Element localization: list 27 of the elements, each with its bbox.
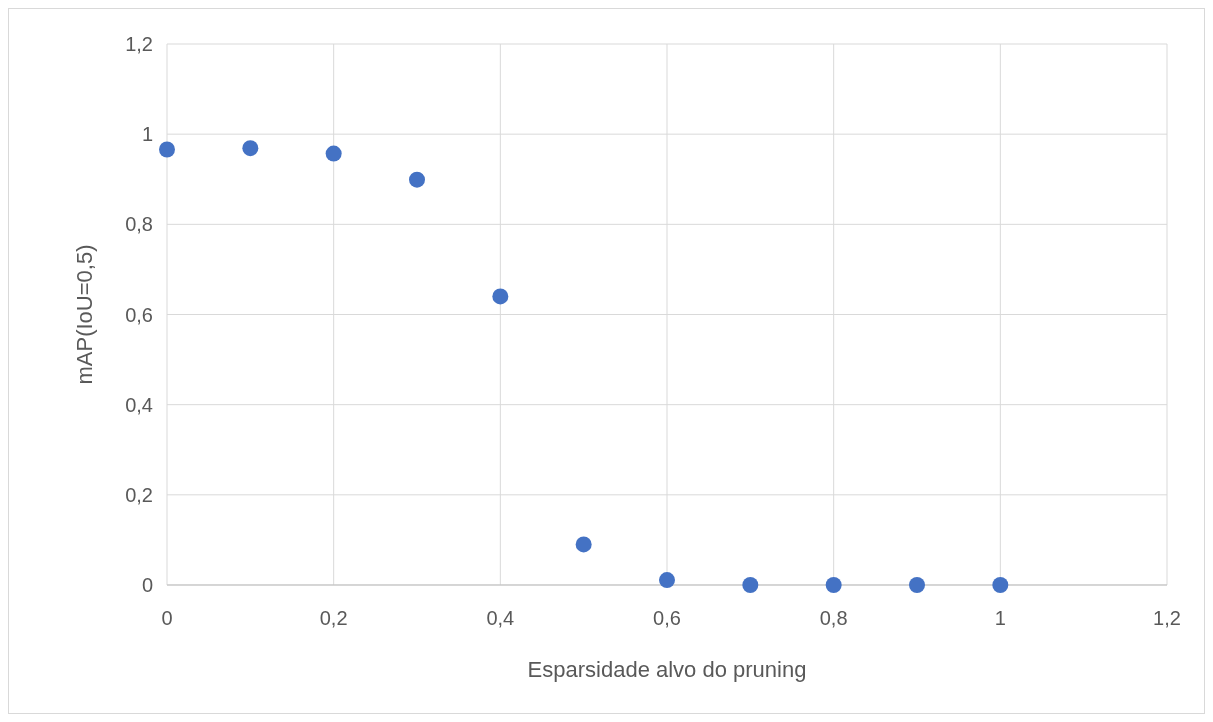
point [825, 577, 842, 593]
point [659, 572, 675, 589]
x-tick-label: 1 [994, 607, 1006, 629]
y-tick-label: 0 [141, 574, 153, 596]
x-axis-title: Esparsidade alvo do pruning [527, 657, 807, 682]
point [492, 288, 509, 305]
point [325, 145, 342, 162]
point [242, 140, 259, 157]
y-tick-label: 0,8 [125, 213, 153, 236]
x-tick-label: 0,8 [819, 607, 848, 629]
x-tick-label: 0,6 [653, 607, 681, 629]
x-tick-label: 1,2 [1153, 607, 1181, 629]
point [159, 141, 175, 158]
point [742, 577, 759, 593]
point [575, 536, 592, 553]
x-tick-label: 0,2 [319, 607, 348, 629]
x-tick-label: 0 [161, 607, 173, 629]
y-axis-title: mAP(IoU=0,5) [72, 244, 97, 385]
point [909, 577, 925, 593]
y-tick-label: 0,4 [125, 393, 153, 416]
y-tick-label: 1,2 [125, 33, 153, 55]
point [992, 577, 1009, 593]
y-tick-label: 0,2 [125, 483, 153, 506]
y-tick-label: 0,6 [125, 303, 153, 326]
x-tick-label: 0,4 [486, 607, 515, 629]
y-tick-label: 1 [141, 123, 153, 146]
point [409, 171, 425, 188]
